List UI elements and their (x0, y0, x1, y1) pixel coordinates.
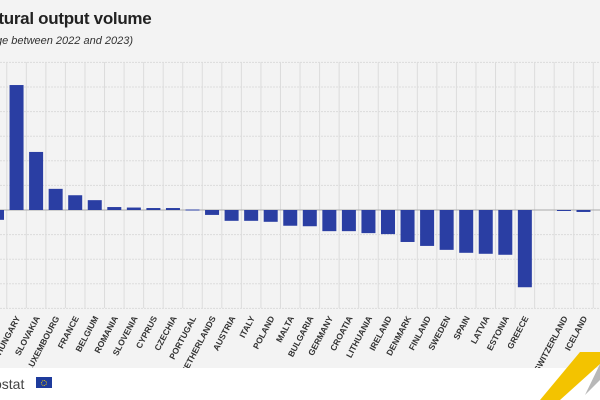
bar-ireland (381, 210, 395, 235)
eu-flag-icon (36, 377, 52, 388)
bar-sweden (439, 210, 454, 250)
bar-luxembourg (48, 188, 63, 210)
bar-slovakia (29, 151, 44, 210)
bar-chart: HUNGARYSLOVAKIALUXEMBOURGFRANCEBELGIUMRO… (0, 61, 600, 370)
footer (0, 368, 600, 400)
bar-cyprus (146, 208, 161, 210)
bar-greece (517, 210, 532, 288)
eurostat-logo: ostat (0, 376, 25, 392)
bar-lithuania (361, 210, 376, 234)
x-tick-label: SWITZERLAND (532, 314, 570, 370)
bar-slovenia (126, 207, 141, 210)
bar-france (68, 195, 83, 210)
bar-denmark (400, 210, 415, 242)
bar-estonia (498, 210, 513, 255)
bar-portugal (185, 209, 200, 211)
bar-netherlands (205, 210, 220, 215)
chart-subtitle: ge between 2022 and 2023) (0, 35, 134, 47)
x-tick-label: SPAIN (451, 314, 472, 341)
bar-romania (107, 207, 122, 210)
bar-latvia (478, 210, 493, 254)
bar-croatia (341, 210, 356, 232)
bar-italy (244, 210, 259, 221)
x-tick-label: ITALY (237, 314, 257, 339)
bar-iceland (576, 210, 591, 212)
bar-belgium (87, 200, 102, 210)
bar-poland (263, 210, 278, 222)
bar-spain (459, 210, 474, 253)
bar-malta (283, 210, 298, 226)
bar-czechia (165, 208, 180, 210)
bar-unlabeled (0, 210, 4, 220)
bar-hungary (9, 85, 24, 210)
bar-austria (224, 210, 239, 221)
bar-bulgaria (302, 210, 317, 227)
chart-title: ltural output volume (0, 9, 152, 28)
bar-finland (420, 210, 435, 246)
bar-switzerland (556, 210, 571, 211)
bar-germany (322, 210, 337, 232)
